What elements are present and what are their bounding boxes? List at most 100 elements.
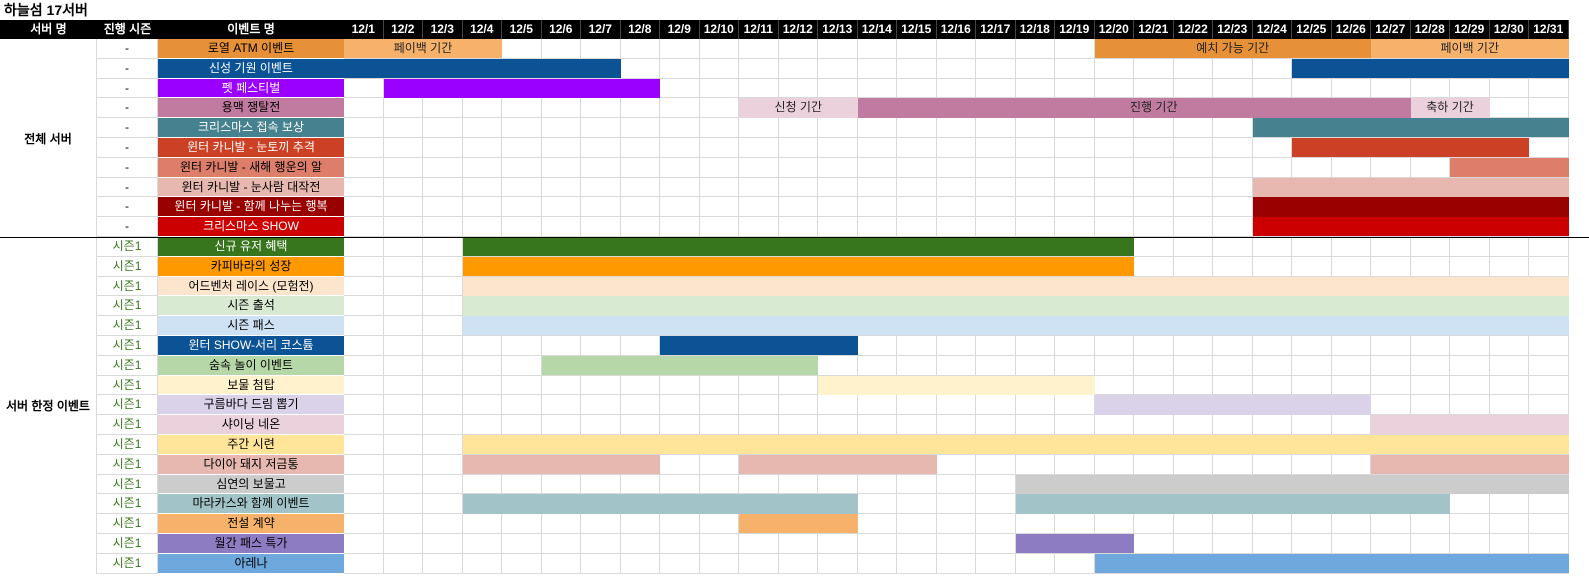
grid-cell[interactable] xyxy=(1173,514,1213,534)
grid-cell[interactable] xyxy=(462,553,502,574)
grid-cell[interactable] xyxy=(897,217,937,237)
grid-cell[interactable] xyxy=(1173,237,1213,257)
date-header-cell[interactable]: 12/6 xyxy=(541,20,581,39)
grid-cell[interactable] xyxy=(1134,177,1174,198)
grid-cell[interactable] xyxy=(620,395,660,416)
grid-cell[interactable] xyxy=(383,435,423,455)
date-header-cell[interactable]: 12/9 xyxy=(660,20,700,39)
date-header-cell[interactable]: 12/1 xyxy=(344,20,384,39)
grid-cell[interactable] xyxy=(1173,375,1213,396)
grid-cell[interactable] xyxy=(660,78,700,99)
grid-cell[interactable] xyxy=(1371,355,1411,376)
event-period-bar[interactable] xyxy=(1371,415,1569,435)
grid-cell[interactable] xyxy=(423,296,463,317)
grid-cell[interactable] xyxy=(1173,336,1213,356)
event-name-cell[interactable]: 용맥 쟁탈전 xyxy=(158,98,344,119)
grid-cell[interactable] xyxy=(1489,534,1529,554)
grid-cell[interactable] xyxy=(581,98,621,119)
grid-cell[interactable] xyxy=(1489,256,1529,277)
grid-cell[interactable] xyxy=(502,138,542,158)
grid-cell[interactable] xyxy=(581,375,621,396)
event-name-cell[interactable]: 신규 유저 혜택 xyxy=(158,237,344,257)
event-period-bar[interactable] xyxy=(1015,534,1134,554)
grid-cell[interactable] xyxy=(1173,534,1213,554)
grid-cell[interactable] xyxy=(1055,217,1095,237)
date-header-cell[interactable]: 12/29 xyxy=(1450,20,1490,39)
grid-cell[interactable] xyxy=(778,474,818,495)
grid-cell[interactable] xyxy=(1055,39,1095,59)
event-period-bar[interactable] xyxy=(462,237,1134,257)
date-header-cell[interactable]: 12/5 xyxy=(502,20,542,39)
grid-cell[interactable] xyxy=(502,415,542,435)
grid-cell[interactable] xyxy=(1410,237,1450,257)
event-name-cell[interactable]: 아레나 xyxy=(158,553,344,574)
grid-cell[interactable] xyxy=(699,553,739,574)
grid-cell[interactable] xyxy=(699,514,739,534)
grid-cell[interactable] xyxy=(383,415,423,435)
date-header-cell[interactable]: 12/23 xyxy=(1213,20,1253,39)
grid-cell[interactable] xyxy=(1489,98,1529,119)
grid-cell[interactable] xyxy=(1292,336,1332,356)
grid-cell[interactable] xyxy=(1055,177,1095,198)
grid-cell[interactable] xyxy=(344,138,384,158)
grid-cell[interactable] xyxy=(1173,177,1213,198)
grid-cell[interactable] xyxy=(1489,494,1529,515)
grid-cell[interactable] xyxy=(1371,78,1411,99)
grid-cell[interactable] xyxy=(1371,256,1411,277)
grid-cell[interactable] xyxy=(581,157,621,178)
grid-cell[interactable] xyxy=(897,177,937,198)
event-period-bar[interactable] xyxy=(1252,177,1569,197)
grid-cell[interactable] xyxy=(344,534,384,554)
grid-cell[interactable] xyxy=(462,138,502,158)
grid-cell[interactable] xyxy=(581,395,621,416)
grid-cell[interactable] xyxy=(1173,118,1213,138)
date-header-cell[interactable]: 12/24 xyxy=(1252,20,1292,39)
grid-cell[interactable] xyxy=(699,474,739,495)
grid-cell[interactable] xyxy=(620,375,660,396)
grid-cell[interactable] xyxy=(699,78,739,99)
grid-cell[interactable] xyxy=(739,534,779,554)
event-name-cell[interactable]: 로열 ATM 이벤트 xyxy=(158,39,344,59)
grid-cell[interactable] xyxy=(344,395,384,416)
grid-cell[interactable] xyxy=(383,256,423,277)
event-name-cell[interactable]: 마라카스와 함께 이벤트 xyxy=(158,494,344,515)
grid-cell[interactable] xyxy=(1094,138,1134,158)
grid-cell[interactable] xyxy=(699,454,739,475)
grid-cell[interactable] xyxy=(976,118,1016,138)
grid-cell[interactable] xyxy=(581,534,621,554)
season-cell[interactable]: 시즌1 xyxy=(97,534,158,554)
grid-cell[interactable] xyxy=(778,534,818,554)
grid-cell[interactable] xyxy=(1055,157,1095,178)
date-header-cell[interactable]: 12/17 xyxy=(976,20,1016,39)
grid-cell[interactable] xyxy=(581,415,621,435)
grid-cell[interactable] xyxy=(778,375,818,396)
grid-cell[interactable] xyxy=(344,78,384,99)
grid-cell[interactable] xyxy=(541,217,581,237)
event-period-bar[interactable] xyxy=(660,336,858,356)
grid-cell[interactable] xyxy=(976,454,1016,475)
grid-cell[interactable] xyxy=(1371,395,1411,416)
season-cell[interactable]: 시즌1 xyxy=(97,395,158,416)
event-name-cell[interactable]: 윈터 카니발 - 눈토끼 추격 xyxy=(158,138,344,158)
date-header-cell[interactable]: 12/27 xyxy=(1371,20,1411,39)
grid-cell[interactable] xyxy=(936,395,976,416)
grid-cell[interactable] xyxy=(383,553,423,574)
grid-cell[interactable] xyxy=(857,39,897,59)
header-season[interactable]: 진행 시즌 xyxy=(97,20,158,39)
grid-cell[interactable] xyxy=(1094,58,1134,79)
grid-cell[interactable] xyxy=(976,534,1016,554)
grid-cell[interactable] xyxy=(1015,395,1055,416)
grid-cell[interactable] xyxy=(699,39,739,59)
event-period-bar[interactable] xyxy=(462,276,1569,296)
date-header-cell[interactable]: 12/18 xyxy=(1015,20,1055,39)
grid-cell[interactable] xyxy=(344,375,384,396)
grid-cell[interactable] xyxy=(976,177,1016,198)
grid-cell[interactable] xyxy=(620,39,660,59)
grid-cell[interactable] xyxy=(739,197,779,218)
date-header-cell[interactable]: 12/25 xyxy=(1292,20,1332,39)
grid-cell[interactable] xyxy=(1094,197,1134,218)
season-cell[interactable]: - xyxy=(97,217,158,237)
grid-cell[interactable] xyxy=(739,395,779,416)
grid-cell[interactable] xyxy=(1252,336,1292,356)
grid-cell[interactable] xyxy=(818,217,858,237)
